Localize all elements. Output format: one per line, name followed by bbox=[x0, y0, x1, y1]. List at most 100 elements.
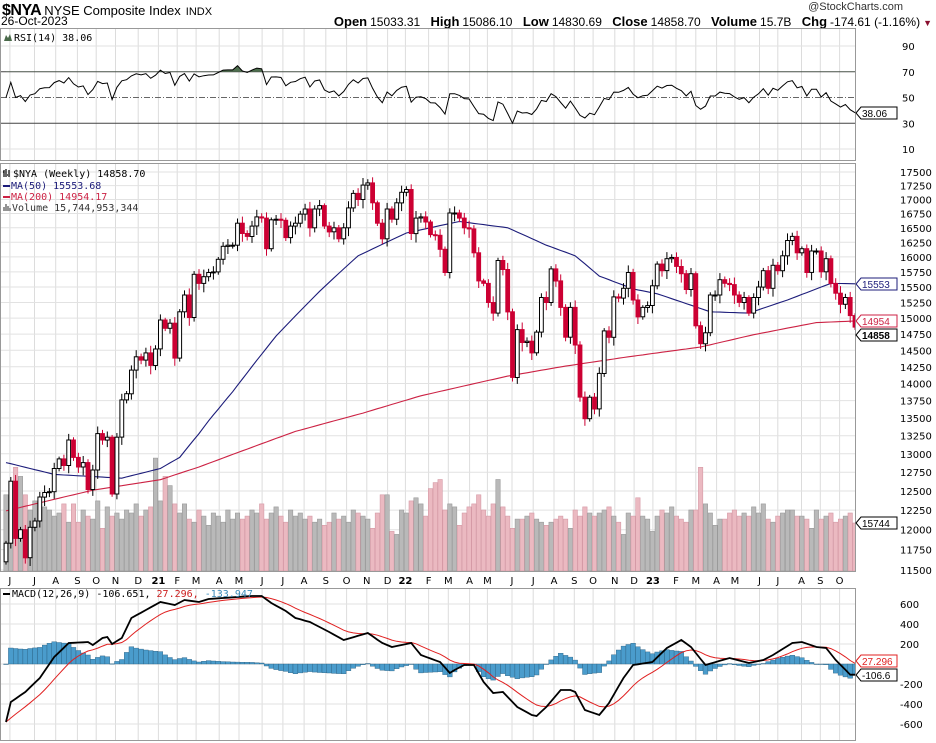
volume-bar bbox=[408, 500, 414, 571]
candle bbox=[799, 246, 805, 256]
volume-bar bbox=[712, 524, 718, 571]
macd-histogram-bar bbox=[167, 657, 173, 665]
macd-indicator bbox=[3, 595, 855, 723]
candle-body bbox=[447, 212, 453, 273]
x-axis-label: D bbox=[630, 576, 638, 587]
price-axis-label: 14750 bbox=[900, 330, 932, 341]
volume-bar bbox=[500, 506, 506, 571]
volume-bar bbox=[519, 518, 525, 571]
candle-body bbox=[471, 228, 477, 254]
macd-histogram-bar bbox=[22, 649, 28, 665]
value-tags: 38.06 15553 14954 14858 15744 27.296 -106.6 bbox=[855, 106, 898, 682]
macd-histogram-bar bbox=[577, 663, 583, 669]
candle bbox=[476, 247, 482, 288]
candle-body bbox=[558, 280, 564, 308]
macd-legend: MACD(12,26,9) -106.651, 27.296, -133.947 bbox=[3, 589, 253, 600]
candle bbox=[51, 462, 57, 499]
x-axis-label: J bbox=[510, 576, 514, 587]
candle bbox=[177, 309, 183, 362]
candle bbox=[775, 262, 781, 275]
candle-body bbox=[630, 272, 636, 301]
volume-bar bbox=[847, 512, 853, 571]
candle-body bbox=[133, 356, 139, 371]
candle bbox=[167, 319, 173, 334]
candle-body bbox=[669, 257, 675, 260]
candle bbox=[278, 213, 284, 228]
stat-open-value: 15033.31 bbox=[370, 15, 421, 29]
volume-bar bbox=[384, 494, 390, 571]
price-axis-label: 15500 bbox=[900, 283, 932, 294]
candle-body bbox=[809, 250, 815, 273]
candle bbox=[510, 308, 515, 382]
candle bbox=[138, 353, 144, 365]
price-axis-label: 14250 bbox=[900, 363, 932, 374]
macd-histogram-bar bbox=[143, 649, 149, 665]
candle bbox=[712, 290, 718, 301]
x-axis-label: A bbox=[301, 576, 308, 587]
candle-body bbox=[3, 542, 9, 563]
macd-histogram-bar bbox=[123, 652, 130, 665]
volume-bar bbox=[837, 518, 843, 571]
macd-histogram-bar bbox=[630, 643, 636, 665]
macd-histogram-bar bbox=[278, 663, 284, 671]
candle-body bbox=[129, 369, 134, 395]
volume-bar bbox=[471, 503, 477, 571]
price-axis-label: 12500 bbox=[900, 487, 932, 498]
volume-bar bbox=[755, 512, 761, 571]
volume-bar bbox=[215, 515, 221, 571]
candle-body bbox=[543, 297, 549, 303]
macd-histogram-bar bbox=[524, 663, 530, 678]
volume-bar bbox=[307, 515, 313, 571]
candle bbox=[297, 210, 303, 228]
price-axis-label: 15000 bbox=[900, 314, 932, 325]
volume-bar bbox=[664, 512, 670, 571]
volume-bar bbox=[437, 479, 443, 571]
candle-body bbox=[650, 285, 655, 306]
macd-histogram-bar bbox=[813, 663, 820, 665]
macd-histogram-bar bbox=[133, 647, 139, 665]
chart-date: 26-Oct-2023 bbox=[1, 14, 68, 28]
candle-body bbox=[500, 260, 506, 270]
candle bbox=[838, 286, 843, 314]
candle-body bbox=[80, 462, 86, 468]
candle bbox=[95, 426, 101, 479]
macd-histogram-bar bbox=[625, 644, 631, 665]
volume-bar bbox=[447, 503, 453, 571]
macd-histogram-bar bbox=[128, 646, 135, 665]
candle-body bbox=[389, 208, 395, 220]
candle-body bbox=[756, 286, 761, 298]
candle bbox=[326, 221, 332, 238]
x-axis-label: A bbox=[551, 576, 558, 587]
candle bbox=[514, 324, 520, 384]
x-axis-label: A bbox=[216, 576, 223, 587]
macd-histogram-bar bbox=[534, 663, 540, 676]
ma200-value-tag: 14954 bbox=[855, 314, 898, 328]
macd-histogram-bar bbox=[70, 647, 77, 665]
candle bbox=[572, 300, 578, 354]
candle bbox=[162, 317, 168, 332]
macd-histogram-bar bbox=[693, 663, 699, 667]
volume-bar bbox=[423, 515, 429, 571]
candle bbox=[230, 242, 236, 249]
candle-body bbox=[95, 433, 101, 471]
x-axis-label: J bbox=[531, 576, 535, 587]
candle bbox=[683, 270, 689, 295]
candle-body bbox=[727, 282, 733, 286]
price-axis-label: 17250 bbox=[900, 182, 932, 193]
candle-body bbox=[355, 192, 361, 200]
volume-bar bbox=[302, 518, 308, 571]
candle bbox=[534, 329, 540, 356]
macd-histogram-bar bbox=[66, 643, 72, 665]
macd-histogram-bar bbox=[104, 656, 110, 665]
volume-bar bbox=[336, 518, 342, 571]
volume-bar bbox=[481, 509, 487, 571]
candle bbox=[452, 206, 458, 222]
volume-bar bbox=[577, 515, 583, 571]
volume-bar bbox=[341, 515, 347, 571]
candle-body bbox=[408, 189, 414, 234]
candle-body bbox=[722, 279, 728, 284]
candle bbox=[153, 345, 158, 371]
rsi-axis-label: 30 bbox=[902, 119, 915, 130]
candle-body bbox=[751, 297, 757, 314]
macd-histogram-bar bbox=[746, 663, 752, 667]
